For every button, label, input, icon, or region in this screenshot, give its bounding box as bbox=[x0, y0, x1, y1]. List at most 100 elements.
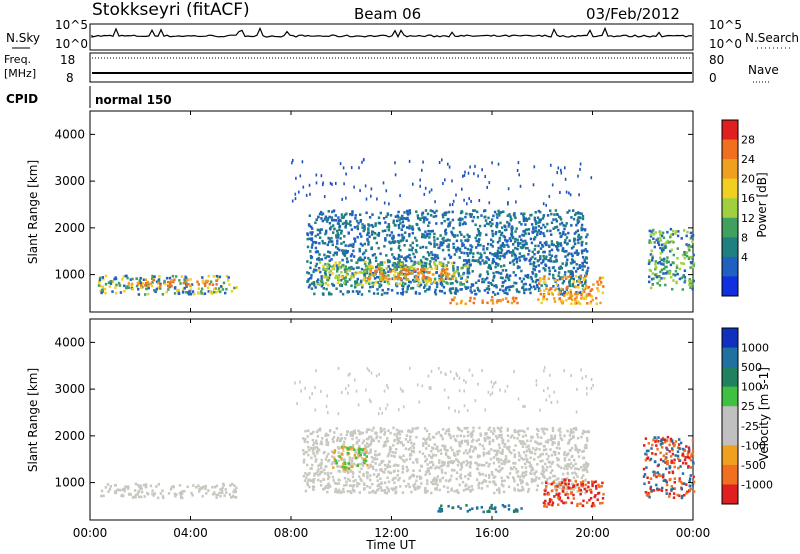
range-cell bbox=[556, 171, 558, 175]
range-cell bbox=[378, 372, 380, 376]
range-cell bbox=[441, 437, 444, 441]
range-cell bbox=[551, 426, 555, 430]
range-cell bbox=[521, 445, 525, 448]
range-cell bbox=[673, 443, 676, 447]
range-cell bbox=[197, 287, 200, 290]
range-cell bbox=[550, 434, 553, 438]
range-cell bbox=[526, 490, 530, 493]
range-cell bbox=[512, 477, 516, 481]
noise-right-label: N.Search bbox=[745, 31, 799, 45]
range-cell bbox=[564, 177, 567, 181]
range-cell bbox=[438, 366, 440, 370]
range-cell bbox=[371, 225, 375, 229]
range-cell bbox=[319, 270, 322, 274]
range-cell bbox=[384, 229, 387, 232]
range-cell bbox=[343, 281, 346, 285]
range-cell bbox=[136, 281, 140, 285]
range-cell bbox=[440, 471, 444, 474]
range-cell bbox=[578, 291, 581, 295]
range-cell bbox=[325, 465, 328, 468]
range-cell bbox=[411, 427, 414, 430]
range-cell bbox=[352, 275, 355, 279]
range-cell bbox=[144, 282, 148, 285]
range-cell bbox=[346, 451, 349, 455]
range-cell bbox=[473, 259, 477, 263]
range-cell bbox=[548, 460, 551, 464]
range-cell bbox=[491, 232, 494, 236]
range-cell bbox=[471, 373, 474, 377]
range-cell bbox=[524, 466, 528, 469]
range-cell bbox=[513, 509, 517, 513]
range-cell bbox=[299, 380, 301, 384]
range-cell bbox=[441, 213, 445, 216]
range-cell bbox=[666, 239, 669, 243]
range-cell bbox=[450, 298, 454, 301]
range-cell bbox=[231, 482, 234, 486]
range-cell bbox=[447, 429, 451, 433]
noise-panel: N.Sky 10^5 10^0 10^5 10^0 N.Search bbox=[6, 18, 799, 51]
range-cell bbox=[428, 285, 431, 289]
range-cell bbox=[471, 450, 475, 453]
range-cell bbox=[177, 292, 180, 295]
range-cell bbox=[674, 454, 677, 457]
range-cell bbox=[690, 454, 693, 457]
range-cell bbox=[428, 252, 431, 256]
range-cell bbox=[452, 435, 455, 438]
range-cell bbox=[452, 460, 456, 463]
range-cell bbox=[354, 285, 357, 289]
nave-label: Nave bbox=[748, 63, 779, 77]
range-cell bbox=[415, 250, 418, 254]
range-cell bbox=[537, 209, 540, 213]
range-cell bbox=[503, 442, 507, 446]
range-cell bbox=[507, 476, 510, 479]
range-cell bbox=[659, 233, 662, 236]
range-cell bbox=[418, 271, 422, 274]
range-cell bbox=[161, 495, 165, 498]
range-cell bbox=[351, 437, 354, 441]
range-cell bbox=[354, 451, 357, 454]
range-cell bbox=[501, 452, 504, 455]
range-cell bbox=[577, 486, 581, 490]
range-cell bbox=[328, 251, 332, 254]
range-cell bbox=[542, 489, 546, 492]
range-cell bbox=[478, 289, 481, 293]
range-cell bbox=[690, 261, 693, 265]
range-cell bbox=[395, 464, 398, 467]
range-cell bbox=[491, 229, 494, 233]
range-cell bbox=[465, 483, 468, 486]
range-cell bbox=[492, 456, 496, 459]
range-cell bbox=[570, 224, 573, 227]
range-cell bbox=[376, 275, 379, 279]
range-cell bbox=[427, 469, 430, 473]
range-cell bbox=[538, 282, 541, 285]
range-cell bbox=[539, 460, 542, 463]
range-cell bbox=[484, 408, 487, 412]
range-cell bbox=[438, 246, 441, 250]
colorbar-segment bbox=[722, 276, 738, 297]
range-cell bbox=[568, 458, 571, 462]
range-cell bbox=[680, 261, 683, 265]
range-cell bbox=[567, 441, 571, 444]
range-cell bbox=[561, 232, 565, 236]
range-cell bbox=[484, 480, 488, 483]
range-cell bbox=[496, 256, 499, 260]
range-cell bbox=[442, 262, 445, 266]
range-cell bbox=[358, 482, 361, 486]
range-cell bbox=[649, 487, 652, 490]
range-cell bbox=[477, 279, 480, 282]
range-cell bbox=[315, 173, 318, 177]
range-cell bbox=[439, 241, 442, 244]
range-cell bbox=[522, 214, 525, 217]
range-cell bbox=[330, 236, 333, 240]
range-cell bbox=[350, 284, 353, 288]
range-cell bbox=[351, 446, 355, 450]
range-cell bbox=[362, 158, 365, 162]
range-cell bbox=[427, 224, 430, 227]
range-cell bbox=[575, 212, 578, 215]
range-cell bbox=[308, 283, 312, 287]
colorbar-tick-label: -100 bbox=[741, 439, 766, 452]
range-cell bbox=[566, 492, 569, 496]
range-cell bbox=[522, 283, 525, 286]
range-cell bbox=[674, 232, 677, 235]
range-cell bbox=[568, 282, 571, 285]
